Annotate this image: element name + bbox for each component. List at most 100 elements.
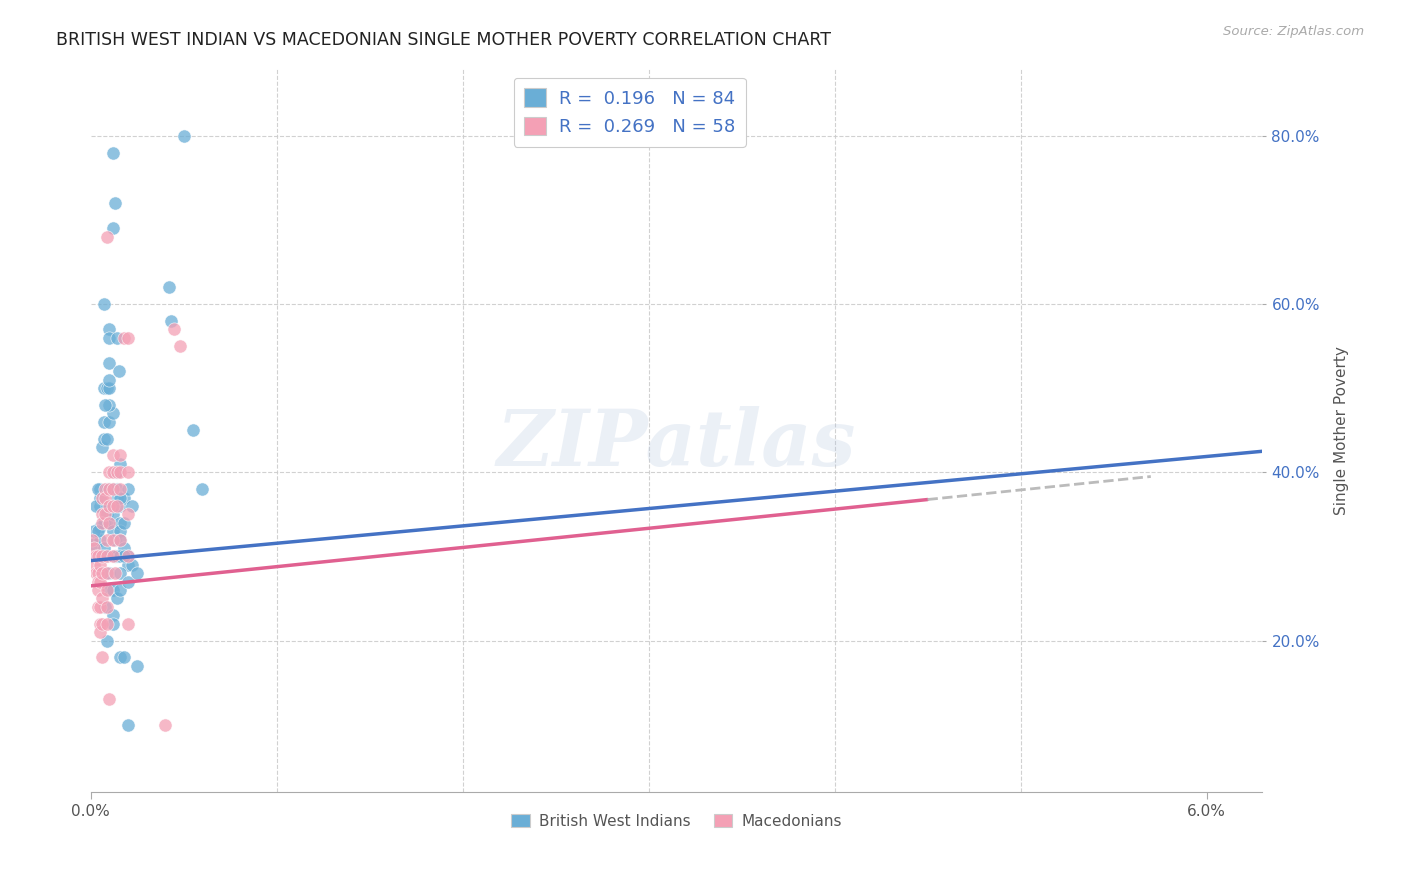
Point xyxy=(84,566,107,581)
Point xyxy=(89,599,111,614)
Point xyxy=(173,128,195,143)
Point xyxy=(181,423,204,437)
Point xyxy=(110,566,132,581)
Point xyxy=(117,717,139,731)
Point xyxy=(96,566,118,581)
Point xyxy=(98,583,121,598)
Point xyxy=(89,574,111,589)
Point xyxy=(117,465,139,479)
Point xyxy=(98,692,121,706)
Point xyxy=(96,482,118,496)
Point xyxy=(110,549,132,564)
Point xyxy=(104,465,127,479)
Point xyxy=(121,499,143,513)
Point xyxy=(105,499,128,513)
Point xyxy=(98,356,121,370)
Point xyxy=(96,508,118,522)
Point xyxy=(101,406,124,420)
Point xyxy=(94,508,117,522)
Point xyxy=(110,499,132,513)
Point xyxy=(87,574,110,589)
Text: ZIPatlas: ZIPatlas xyxy=(496,407,856,483)
Point xyxy=(112,331,135,345)
Point xyxy=(98,373,121,387)
Point xyxy=(89,520,111,534)
Point xyxy=(101,145,124,160)
Point xyxy=(89,491,111,505)
Point xyxy=(101,499,124,513)
Point xyxy=(117,558,139,572)
Point xyxy=(101,221,124,235)
Point xyxy=(93,381,115,395)
Point xyxy=(96,549,118,564)
Point xyxy=(101,533,124,547)
Point xyxy=(94,398,117,412)
Point xyxy=(105,491,128,505)
Point xyxy=(105,465,128,479)
Point xyxy=(101,524,124,538)
Point xyxy=(98,566,121,581)
Point xyxy=(98,381,121,395)
Point xyxy=(93,297,115,311)
Point xyxy=(96,381,118,395)
Point xyxy=(101,482,124,496)
Point xyxy=(110,533,132,547)
Point xyxy=(112,541,135,555)
Point xyxy=(191,482,214,496)
Text: Source: ZipAtlas.com: Source: ZipAtlas.com xyxy=(1223,25,1364,38)
Point xyxy=(104,566,127,581)
Point xyxy=(98,331,121,345)
Point xyxy=(94,482,117,496)
Point xyxy=(101,608,124,623)
Point xyxy=(110,533,132,547)
Point xyxy=(87,524,110,538)
Point xyxy=(157,280,180,294)
Point xyxy=(98,516,121,530)
Point xyxy=(98,322,121,336)
Point xyxy=(110,457,132,471)
Point xyxy=(96,633,118,648)
Point xyxy=(87,549,110,564)
Point xyxy=(104,533,127,547)
Point xyxy=(89,533,111,547)
Point xyxy=(96,616,118,631)
Point xyxy=(117,482,139,496)
Point xyxy=(90,491,112,505)
Point xyxy=(83,524,105,538)
Point xyxy=(90,516,112,530)
Point xyxy=(107,364,129,378)
Point xyxy=(104,549,127,564)
Point xyxy=(105,482,128,496)
Point xyxy=(96,229,118,244)
Point xyxy=(84,499,107,513)
Point xyxy=(117,508,139,522)
Point xyxy=(87,599,110,614)
Point xyxy=(112,516,135,530)
Point xyxy=(93,415,115,429)
Point xyxy=(117,616,139,631)
Point xyxy=(110,583,132,598)
Point xyxy=(110,482,132,496)
Point xyxy=(84,549,107,564)
Point xyxy=(117,574,139,589)
Text: BRITISH WEST INDIAN VS MACEDONIAN SINGLE MOTHER POVERTY CORRELATION CHART: BRITISH WEST INDIAN VS MACEDONIAN SINGLE… xyxy=(56,31,831,49)
Point xyxy=(104,549,127,564)
Point xyxy=(101,482,124,496)
Point xyxy=(93,541,115,555)
Point xyxy=(101,465,124,479)
Point xyxy=(90,440,112,454)
Point xyxy=(82,533,104,547)
Point xyxy=(110,449,132,463)
Point xyxy=(101,508,124,522)
Point xyxy=(96,583,118,598)
Point xyxy=(110,650,132,665)
Point xyxy=(117,549,139,564)
Point xyxy=(112,650,135,665)
Point xyxy=(110,491,132,505)
Point xyxy=(89,482,111,496)
Point xyxy=(90,616,112,631)
Point xyxy=(87,482,110,496)
Point xyxy=(89,558,111,572)
Point xyxy=(96,432,118,446)
Point xyxy=(94,599,117,614)
